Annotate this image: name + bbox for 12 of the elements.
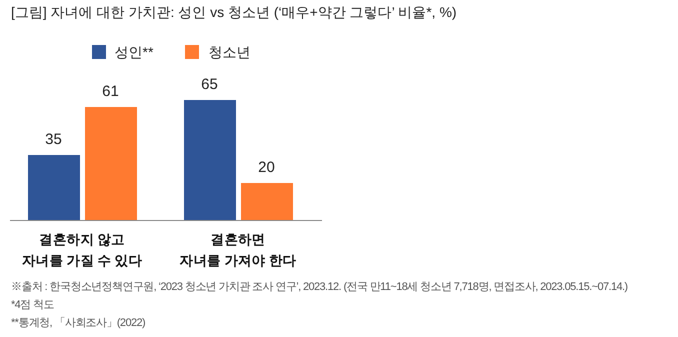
x-tick-label: 결혼하면 자녀를 가져야 한다 — [178, 231, 298, 270]
chart-title: [그림] 자녀에 대한 가치관: 성인 vs 청소년 (‘매우+약간 그렇다’ 비율*, %) — [11, 4, 457, 22]
data-label: 65 — [200, 76, 219, 93]
text: ※출처 : 한국청소년정책연구원, ‘2023 청소년 가치관 조사 연구’, 2023.12. (전국 만11~18세 청소년 7,718명, 면접조사, 2023.05.15.~07.14.) — [11, 280, 628, 294]
data-label: 20 — [257, 159, 276, 176]
data-label: 61 — [101, 83, 120, 100]
data-label: 35 — [44, 131, 63, 148]
legend-label: 성인** — [114, 44, 154, 60]
text: **통계청, 「사회조사」(2022) — [11, 316, 146, 330]
text: *4점 척도 — [11, 298, 54, 312]
legend-label: 청소년 — [208, 44, 250, 60]
x-tick-label: 결혼하지 않고 자녀를 가질 수 있다 — [21, 231, 143, 270]
